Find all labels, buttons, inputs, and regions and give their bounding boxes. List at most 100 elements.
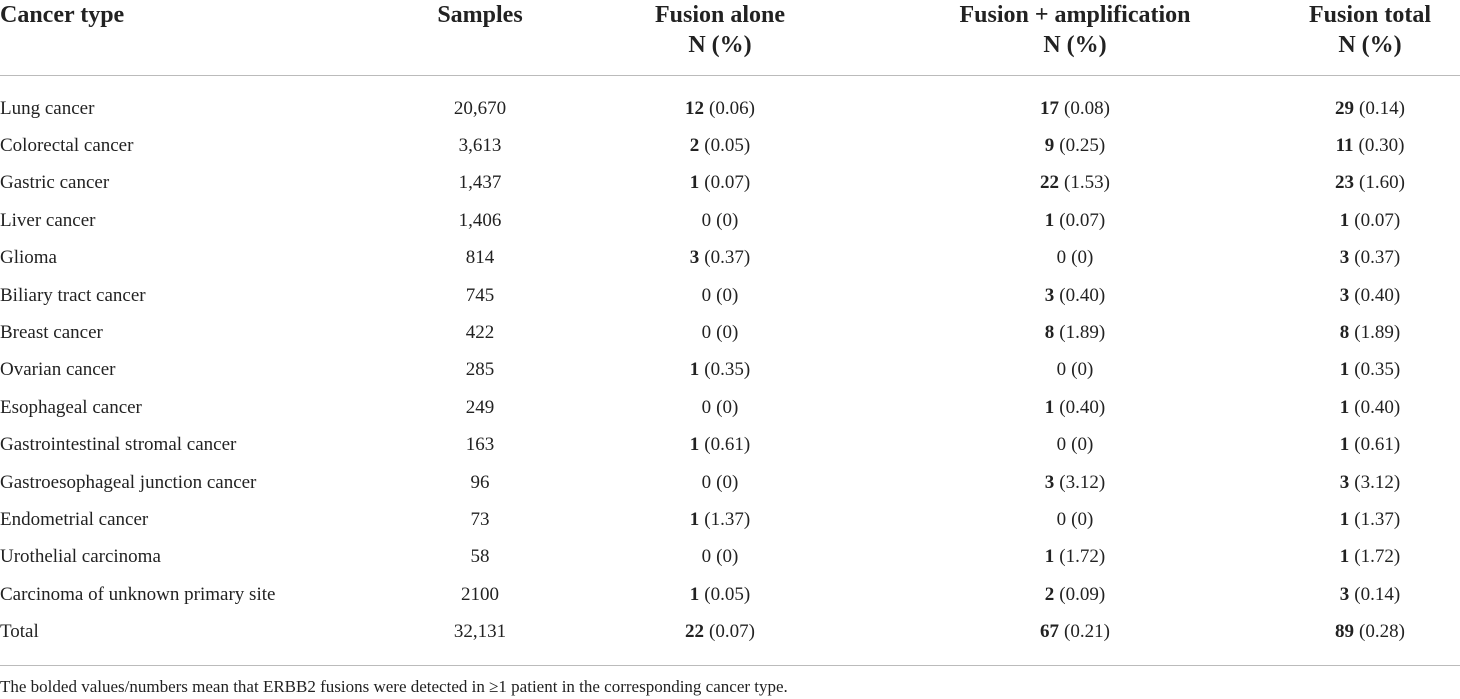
count-cell: 89 (0.28) — [1280, 613, 1460, 650]
percent: (0.07) — [709, 621, 755, 643]
count-cell: 3 (0.37) — [570, 240, 870, 277]
count-cell: 3 (3.12) — [870, 464, 1280, 501]
cancer-type: Gastric cancer — [0, 172, 110, 194]
count-cell: 1 (0.07) — [1280, 202, 1460, 239]
table-row: Glioma 814 3 (0.37) 0 (0) 3 (0.37) — [0, 240, 1460, 277]
samples: 745 — [465, 284, 495, 306]
count: 8 — [1044, 322, 1055, 344]
percent: (0) — [716, 546, 739, 568]
percent: (0.61) — [704, 434, 751, 456]
table-row: Carcinoma of unknown primary site 2100 1 (0… — [0, 576, 1460, 613]
percent: (3.12) — [1059, 471, 1106, 493]
table-row: Colorectal cancer 3,613 2 (0.05) 9 (0.25) 11 (0… — [0, 127, 1460, 164]
percent: (1.72) — [1354, 546, 1401, 568]
percent: (0.37) — [1354, 247, 1401, 269]
count: 0 — [1056, 247, 1067, 269]
count: 2 — [689, 135, 700, 157]
count: 3 — [1044, 471, 1055, 493]
samples: 58 — [470, 546, 490, 568]
count-cell: 1 (0.40) — [870, 389, 1280, 426]
samples: 96 — [470, 471, 490, 493]
samples: 20,670 — [453, 97, 507, 119]
samples: 422 — [465, 322, 495, 344]
count: 1 — [689, 359, 700, 381]
table-row: Esophageal cancer 249 0 (0) 1 (0.40) 1 (0.40) — [0, 389, 1460, 426]
percent: (0.40) — [1059, 396, 1106, 418]
samples: 285 — [465, 359, 495, 381]
percent: (0.05) — [704, 135, 751, 157]
count: 22 — [1040, 172, 1060, 194]
count-cell: 23 (1.60) — [1280, 165, 1460, 202]
cancer-type: Liver cancer — [0, 209, 96, 231]
count-cell: 1 (0.07) — [870, 202, 1280, 239]
data-table: Cancer type Samples Fusion alone N (%) Fusio… — [0, 0, 1460, 651]
count: 3 — [689, 247, 700, 269]
count: 22 — [685, 621, 705, 643]
count: 2 — [1044, 583, 1055, 605]
table-body: Lung cancer 20,670 12 (0.06) 17 (0.08) 29 (0.14… — [0, 76, 1460, 651]
header-row: Cancer type Samples Fusion alone N (%) Fusio… — [0, 0, 1460, 76]
count-cell: 1 (0.35) — [570, 352, 870, 389]
count: 0 — [1056, 359, 1067, 381]
percent: (1.53) — [1064, 172, 1110, 194]
percent: (0.25) — [1059, 135, 1106, 157]
percent: (3.12) — [1354, 471, 1401, 493]
count: 0 — [701, 471, 712, 493]
count-cell: 1 (1.72) — [1280, 539, 1460, 576]
table-row: Endometrial cancer 73 1 (1.37) 0 (0) 1 (1.37) — [0, 501, 1460, 538]
percent: (0.61) — [1354, 434, 1401, 456]
percent: (1.60) — [1359, 172, 1405, 194]
percent: (0.28) — [1359, 621, 1405, 643]
samples: 1,406 — [458, 209, 502, 231]
cancer-type: Gastroesophageal junction cancer — [0, 471, 257, 493]
count-cell: 1 (1.37) — [570, 501, 870, 538]
cancer-type: Breast cancer — [0, 322, 103, 344]
count-cell: 22 (1.53) — [870, 165, 1280, 202]
count: 1 — [1339, 396, 1350, 418]
column-header: Fusion + amplification N (%) — [870, 0, 1280, 76]
percent: (0.07) — [1059, 209, 1106, 231]
count: 29 — [1335, 97, 1355, 119]
cancer-type: Total — [0, 621, 39, 643]
count: 1 — [1044, 209, 1055, 231]
count: 9 — [1044, 135, 1055, 157]
count-cell: 0 (0) — [570, 539, 870, 576]
count-cell: 3 (3.12) — [1280, 464, 1460, 501]
percent: (0.09) — [1059, 583, 1106, 605]
count: 11 — [1335, 135, 1354, 157]
count: 1 — [1339, 209, 1350, 231]
count: 0 — [701, 284, 712, 306]
percent: (1.37) — [1354, 508, 1401, 530]
percent: (1.72) — [1059, 546, 1106, 568]
percent: (0.37) — [704, 247, 751, 269]
count: 3 — [1044, 284, 1055, 306]
column-subtitle: N (%) — [1043, 32, 1107, 58]
table-row: Gastric cancer 1,437 1 (0.07) 22 (1.53) 23 (1.6… — [0, 165, 1460, 202]
footnote: The bolded values/numbers mean that ERBB… — [0, 677, 788, 696]
percent: (0) — [1071, 434, 1094, 456]
percent: (0) — [716, 471, 739, 493]
percent: (0) — [716, 322, 739, 344]
percent: (0) — [1071, 247, 1094, 269]
column-subtitle: N (%) — [1338, 32, 1402, 58]
count-cell: 0 (0) — [570, 202, 870, 239]
count: 1 — [1339, 508, 1350, 530]
column-title: Samples — [437, 2, 523, 28]
count-cell: 1 (1.37) — [1280, 501, 1460, 538]
percent: (0) — [1071, 359, 1094, 381]
count-cell: 1 (0.05) — [570, 576, 870, 613]
count: 1 — [1339, 434, 1350, 456]
count: 0 — [701, 322, 712, 344]
cancer-type: Esophageal cancer — [0, 396, 142, 418]
count-cell: 1 (0.40) — [1280, 389, 1460, 426]
count-cell: 3 (0.14) — [1280, 576, 1460, 613]
count-cell: 1 (0.61) — [1280, 427, 1460, 464]
count: 1 — [689, 583, 700, 605]
percent: (0.14) — [1354, 583, 1401, 605]
cancer-type: Biliary tract cancer — [0, 284, 146, 306]
table-row: Lung cancer 20,670 12 (0.06) 17 (0.08) 29 (0.14… — [0, 76, 1460, 128]
count-cell: 0 (0) — [870, 240, 1280, 277]
count-cell: 67 (0.21) — [870, 613, 1280, 650]
percent: (0.30) — [1358, 135, 1405, 157]
table-row: Total 32,131 22 (0.07) 67 (0.21) 89 (0.28) — [0, 613, 1460, 650]
